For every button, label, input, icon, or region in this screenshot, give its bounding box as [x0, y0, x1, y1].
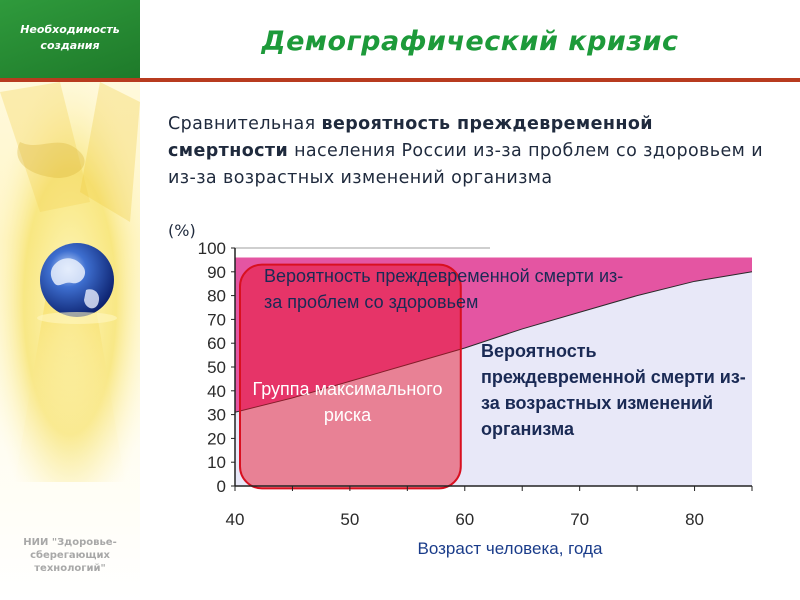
y-tick-label: 30 — [207, 406, 226, 425]
intro-text: Сравнительная вероятность преждевременно… — [168, 111, 778, 192]
section-title: Необходимость создания — [20, 23, 120, 52]
age-area-label: Вероятность преждевременной смерти из-за… — [481, 341, 746, 439]
health-area-label: Вероятность преждевременной смерти из-за… — [264, 266, 624, 312]
section-badge: Необходимость создания — [0, 0, 140, 78]
y-tick-label: 60 — [207, 334, 226, 353]
boundary-line — [234, 271, 753, 413]
x-tick-label: 60 — [455, 510, 474, 529]
globe-icon — [0, 82, 140, 482]
slide-title: Демографический кризис — [261, 26, 679, 57]
y-tick-label: 40 — [207, 382, 226, 401]
risk-group-label: Группа максимального риска — [252, 379, 443, 425]
chart: 0 10 20 30 40 50 60 70 80 90 100 40 50 60 70 80 — [198, 239, 753, 529]
intro-bold: вероятность преждевременной смертности — [168, 114, 653, 161]
left-decorative-column: Необходимость создания — [0, 0, 140, 600]
y-tick-label: 100 — [198, 239, 226, 258]
age-area — [235, 271, 752, 486]
x-tick-label: 70 — [570, 510, 589, 529]
health-area — [235, 257, 752, 413]
y-tick-label: 90 — [207, 263, 226, 282]
y-tick-label: 10 — [207, 453, 226, 472]
y-tick-label: 70 — [207, 310, 226, 329]
header-divider — [0, 78, 800, 82]
intro-part-1: Сравнительная — [168, 114, 322, 134]
unit-label: (%) — [168, 221, 196, 240]
intro-part-2: населения России из-за проблем со здоров… — [168, 141, 763, 188]
organization-name: НИИ "Здоровье-сберегающих технологий" — [23, 537, 117, 574]
y-tick-label: 20 — [207, 429, 226, 448]
x-tick-label: 50 — [340, 510, 359, 529]
x-tick-label: 40 — [226, 510, 245, 529]
y-tick-label: 0 — [217, 477, 226, 496]
x-axis-title: Возраст человека, года — [417, 539, 603, 558]
x-tick-label: 80 — [685, 510, 704, 529]
y-tick-label: 50 — [207, 358, 226, 377]
y-tick-label: 80 — [207, 287, 226, 306]
